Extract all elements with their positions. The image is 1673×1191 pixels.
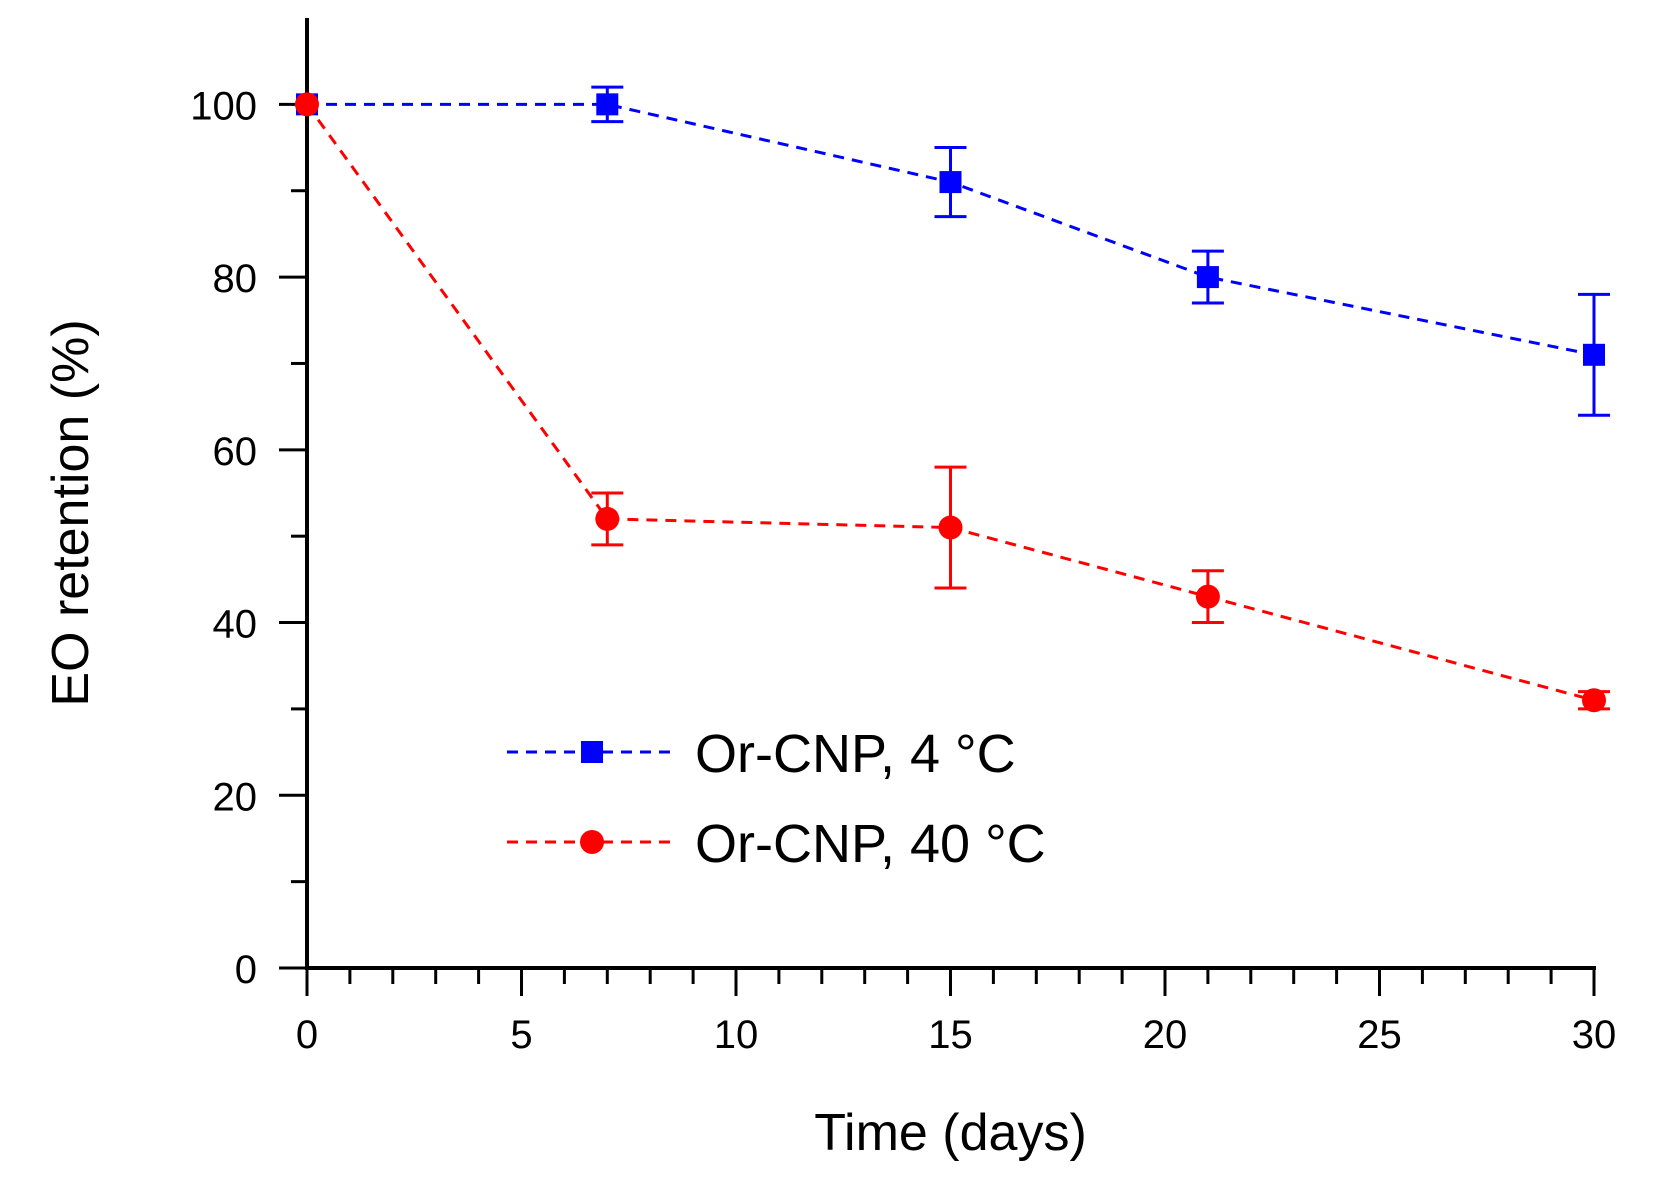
legend-marker-40c: [580, 830, 604, 854]
legend: Or-CNP, 4 °C Or-CNP, 40 °C: [507, 724, 1046, 874]
x-tick-label: 0: [296, 1013, 318, 1057]
y-tick-label: 20: [213, 775, 258, 819]
y-tick-label: 0: [235, 948, 257, 992]
series-line-0: [307, 102, 1595, 357]
data-point-square: [939, 171, 962, 194]
x-tick-label: 20: [1143, 1013, 1188, 1057]
error-bars: [591, 85, 1610, 711]
x-tick-label: 15: [928, 1013, 973, 1057]
legend-label-40c: Or-CNP, 40 °C: [695, 814, 1046, 874]
data-point-circle: [938, 515, 963, 540]
data-point-square: [1196, 266, 1219, 289]
x-axis-title: Time (days): [814, 1104, 1087, 1162]
y-tick-label: 100: [190, 84, 257, 128]
x-tick-label: 5: [510, 1013, 532, 1057]
data-point-circle: [595, 506, 620, 531]
data-point-circle: [295, 92, 319, 117]
legend-marker-4c: [581, 741, 603, 763]
y-axis-title: EO retention (%): [42, 319, 100, 706]
y-tick-label: 40: [213, 603, 258, 647]
data-point-square: [1583, 343, 1605, 366]
y-tick-label: 60: [213, 430, 258, 474]
x-tick-label: 10: [714, 1013, 759, 1057]
x-tick-label: 25: [1357, 1013, 1402, 1057]
ticks: 0 5 10 15 20 25 30 0 20 40 60 80 100: [190, 84, 1616, 1057]
legend-label-4c: Or-CNP, 4 °C: [695, 724, 1016, 784]
data-point-square: [596, 93, 619, 116]
x-tick-label: 30: [1572, 1013, 1617, 1057]
series-markers: [295, 92, 1606, 713]
y-tick-label: 80: [213, 257, 258, 301]
data-point-circle: [1582, 688, 1606, 713]
data-point-circle: [1195, 584, 1220, 609]
